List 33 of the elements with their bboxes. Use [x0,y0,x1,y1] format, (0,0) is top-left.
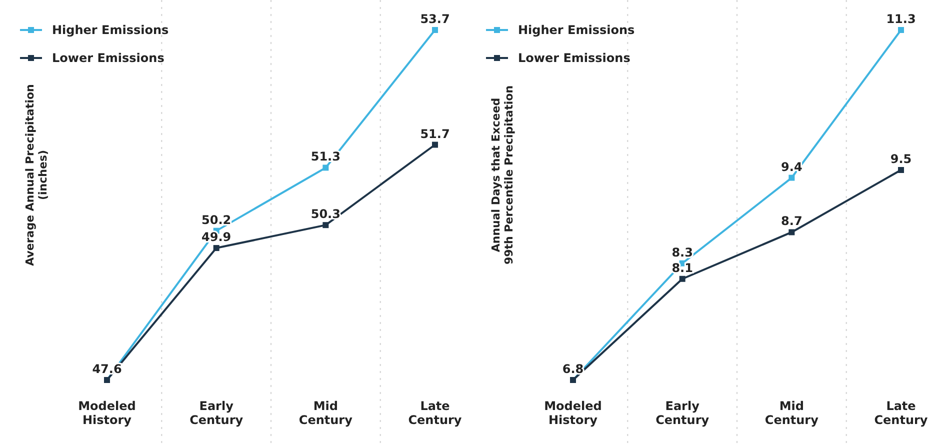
point [432,27,438,33]
y-axis-title: Annual Days that Exceed 99th Percentile Precipitation [490,85,516,265]
point [322,164,329,171]
data-label: 6.8 [562,362,584,376]
x-tick-label: Modeled History [544,399,602,427]
data-label: 8.7 [781,214,802,228]
x-tick-label: Mid Century [298,399,353,427]
data-label: 11.3 [886,12,916,26]
x-tick-label: Early Century [656,399,710,427]
data-label: 9.5 [890,152,912,166]
point [432,142,438,148]
legend-label: Lower Emissions [518,51,630,65]
data-label: 53.7 [420,12,450,26]
y-axis-title: Average Annual Precipitation (inches) [24,84,50,266]
x-tick-label: Late Century [874,399,928,427]
point [898,167,904,173]
legend-label: Higher Emissions [52,23,169,37]
legend-label: Higher Emissions [518,23,635,37]
x-tick-label: Mid Century [764,399,819,427]
x-tick-label: Modeled History [78,399,136,427]
legend-label: Lower Emissions [52,51,164,65]
point [788,229,795,236]
data-label: 50.3 [310,207,340,222]
data-label: 8.3 [672,245,693,260]
x-tick-label: Early Century [190,399,244,427]
point [679,276,686,282]
point [788,174,795,181]
point [213,245,220,252]
x-tick-label: Late Century [408,399,462,427]
data-label: 51.7 [420,126,450,141]
point [322,222,329,228]
point [898,27,904,33]
data-label: 50.2 [202,212,232,227]
